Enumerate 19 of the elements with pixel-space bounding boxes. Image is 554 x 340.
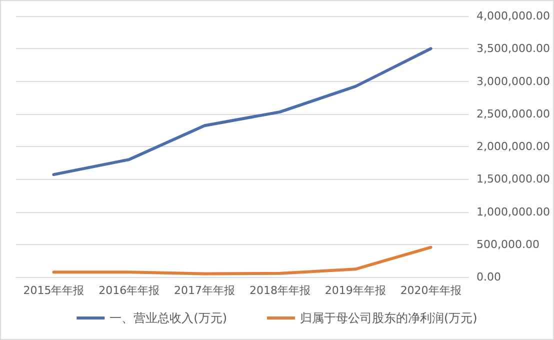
x-tick-label: 2016年年报 [98,284,160,297]
y-tick-label: 1,000,000.00 [476,205,550,218]
y-tick-label: 500,000.00 [476,238,540,251]
legend-label: 归属于母公司股东的净利润(万元) [300,311,478,325]
x-tick-label: 2017年年报 [174,284,236,297]
y-tick-label: 3,500,000.00 [476,42,550,56]
legend-label: 一、营业总收入(万元) [110,311,228,325]
y-tick-label: 0.00 [476,270,502,284]
line-series [52,246,432,276]
y-tick-label: 2,500,000.00 [476,107,550,120]
x-tick-label: 2018年年报 [249,284,310,297]
line-series [52,47,432,176]
y-tick-label: 2,000,000.00 [476,140,550,153]
x-tick-label: 2019年年报 [324,284,386,297]
x-tick-label: 2015年年报 [23,284,84,297]
x-tick-label: 2020年年报 [400,284,462,297]
y-tick-label: 3,000,000.00 [476,74,550,88]
y-tick-label: 1,500,000.00 [476,172,550,186]
y-tick-label: 4,000,000.00 [476,10,550,22]
